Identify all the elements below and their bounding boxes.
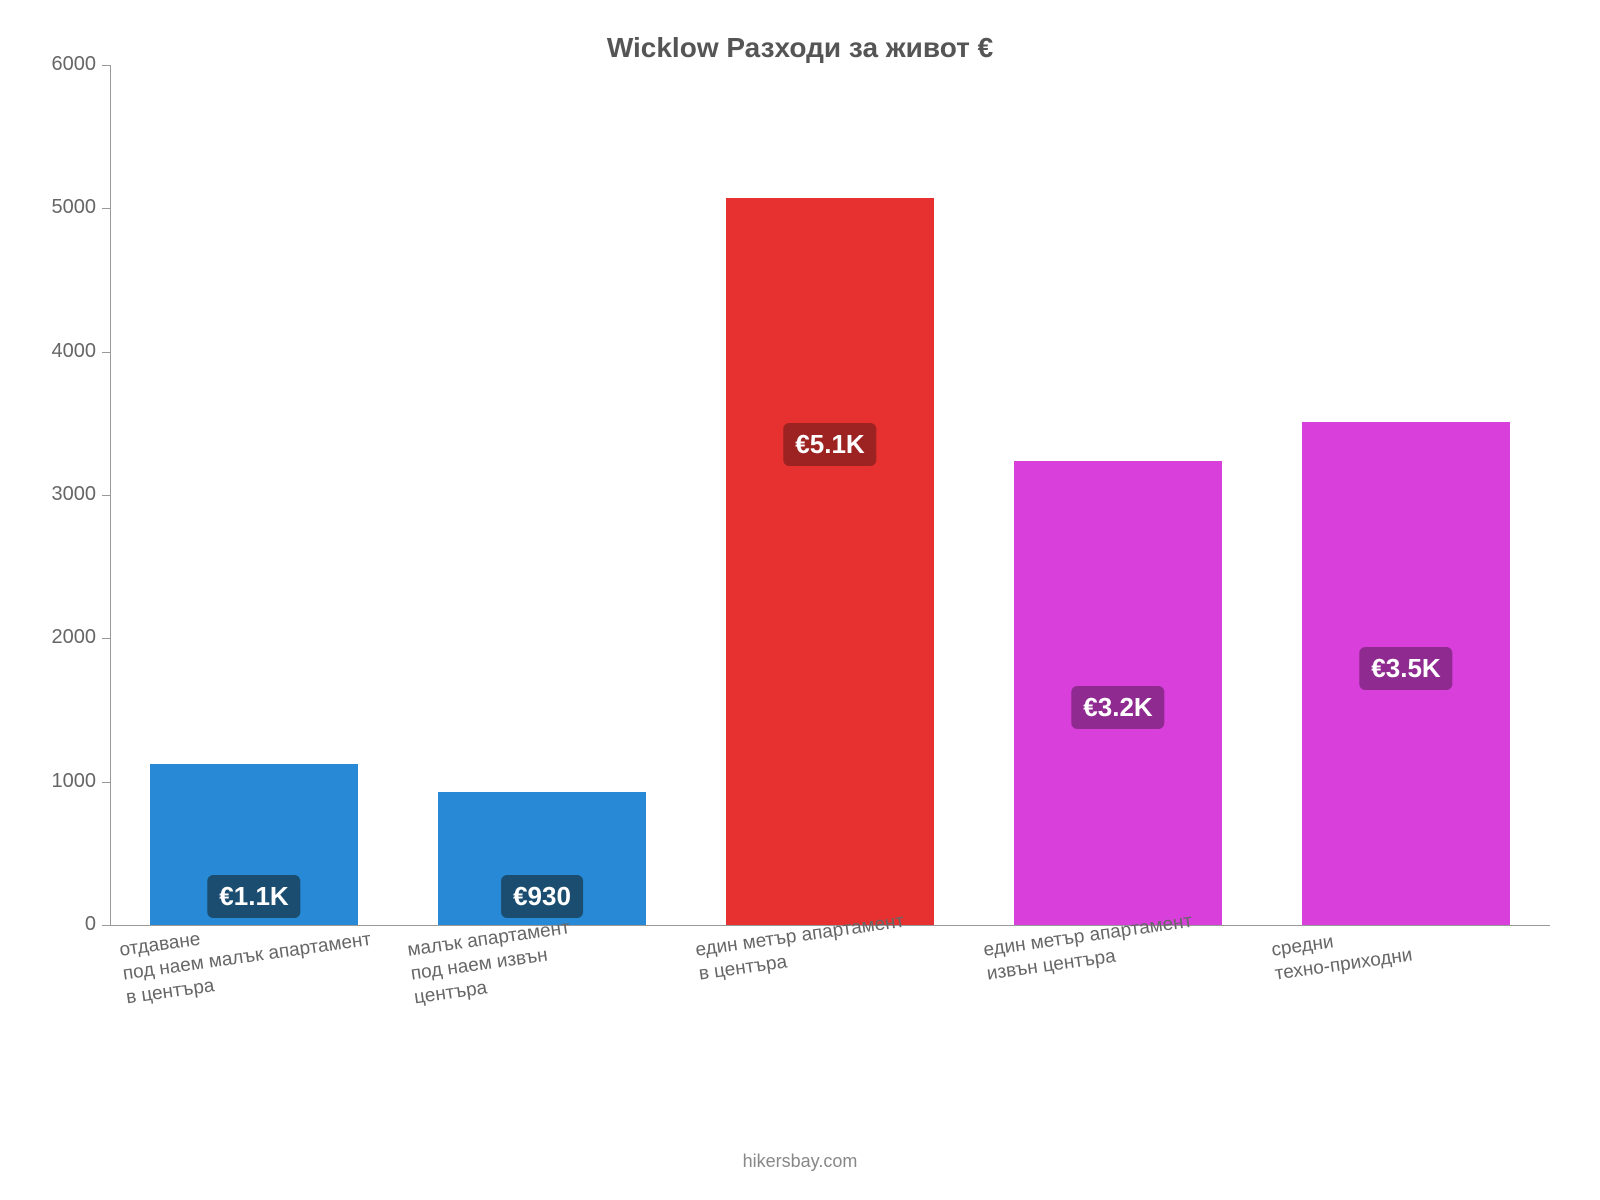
y-tick-mark <box>102 495 110 496</box>
y-tick-mark <box>102 925 110 926</box>
plot-area: 0100020003000400050006000€1.1Kотдаване п… <box>110 65 1550 925</box>
y-tick-mark <box>102 65 110 66</box>
x-axis-label: средни техно-приходни <box>1270 920 1414 986</box>
value-badge: €3.2K <box>1071 686 1164 729</box>
y-tick-label: 4000 <box>6 340 96 363</box>
y-tick-mark <box>102 782 110 783</box>
y-tick-label: 3000 <box>6 483 96 506</box>
y-tick-label: 2000 <box>6 626 96 649</box>
value-badge: €930 <box>501 875 583 918</box>
value-badge: €3.5K <box>1359 647 1452 690</box>
y-tick-label: 6000 <box>6 53 96 76</box>
y-tick-mark <box>102 352 110 353</box>
chart-container: Wicklow Разходи за живот € 0100020003000… <box>0 0 1600 1200</box>
y-tick-mark <box>102 208 110 209</box>
chart-title: Wicklow Разходи за живот € <box>40 32 1560 64</box>
value-badge: €1.1K <box>207 875 300 918</box>
y-tick-label: 0 <box>6 913 96 936</box>
y-axis <box>110 65 111 925</box>
y-tick-label: 5000 <box>6 196 96 219</box>
value-badge: €5.1K <box>783 423 876 466</box>
bar <box>726 198 933 925</box>
x-axis-label: малък апартамент под наем извън центъра <box>406 916 578 1009</box>
footer-credit: hikersbay.com <box>743 1151 858 1172</box>
y-tick-label: 1000 <box>6 770 96 793</box>
y-tick-mark <box>102 638 110 639</box>
